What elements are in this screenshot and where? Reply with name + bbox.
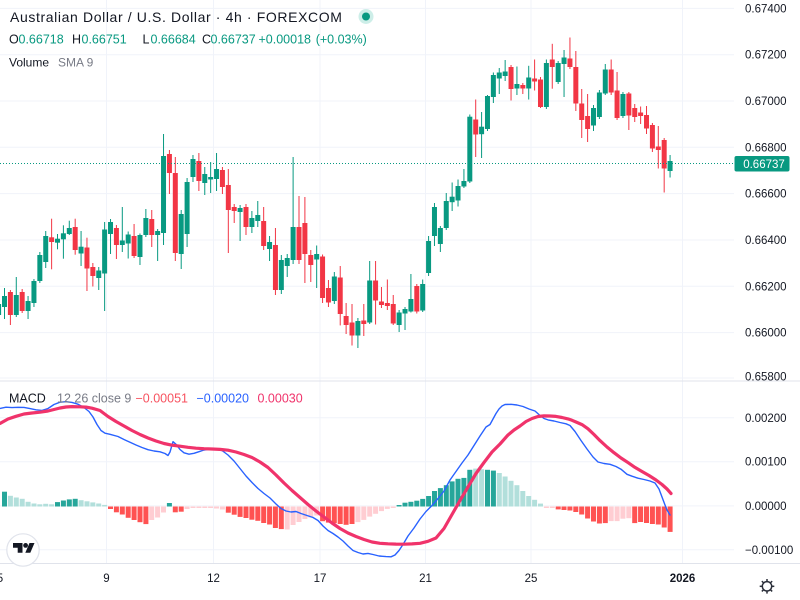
svg-text:0.66737: 0.66737 [211,33,256,47]
svg-text:0.66751: 0.66751 [82,33,127,47]
svg-text:17: 17 [314,573,327,585]
svg-text:0.00200: 0.00200 [745,413,787,425]
svg-text:H: H [72,33,81,47]
svg-text:0.67000: 0.67000 [745,96,787,108]
svg-text:0.66000: 0.66000 [745,328,787,340]
svg-text:0.66718: 0.66718 [19,33,64,47]
svg-text:25: 25 [525,573,538,585]
svg-text:0.00100: 0.00100 [745,457,787,469]
svg-text:2026: 2026 [670,573,696,585]
svg-text:+0.00018: +0.00018 [259,33,312,47]
svg-text:21: 21 [419,573,432,585]
svg-text:0.67200: 0.67200 [745,50,787,62]
svg-text:0.66684: 0.66684 [151,33,196,47]
svg-text:O: O [9,33,19,47]
svg-text:SMA 9: SMA 9 [58,56,94,70]
svg-text:0.66400: 0.66400 [745,235,787,247]
svg-text:0.66200: 0.66200 [745,281,787,293]
svg-text:L: L [143,33,150,47]
svg-text:−0.00051: −0.00051 [136,392,189,406]
svg-text:0.67400: 0.67400 [745,3,787,15]
svg-text:12: 12 [207,573,220,585]
svg-text:Volume: Volume [9,56,49,70]
svg-text:Australian Dollar / U.S. Dolla: Australian Dollar / U.S. Dollar · 4h · F… [10,9,343,25]
svg-text:0.66800: 0.66800 [745,142,787,154]
svg-text:0.00030: 0.00030 [258,392,303,406]
svg-text:−0.00100: −0.00100 [745,545,793,557]
svg-text:0.00000: 0.00000 [745,501,787,513]
svg-text:MACD: MACD [9,392,46,406]
svg-text:5: 5 [0,573,3,585]
svg-text:−0.00020: −0.00020 [197,392,250,406]
svg-text:0.65800: 0.65800 [745,372,787,384]
svg-text:(+0.03%): (+0.03%) [316,33,367,47]
svg-text:12 26 close 9: 12 26 close 9 [57,392,131,406]
svg-text:9: 9 [103,573,109,585]
svg-text:0.66600: 0.66600 [745,189,787,201]
svg-text:C: C [202,33,211,47]
svg-text:0.66737: 0.66737 [743,159,785,171]
